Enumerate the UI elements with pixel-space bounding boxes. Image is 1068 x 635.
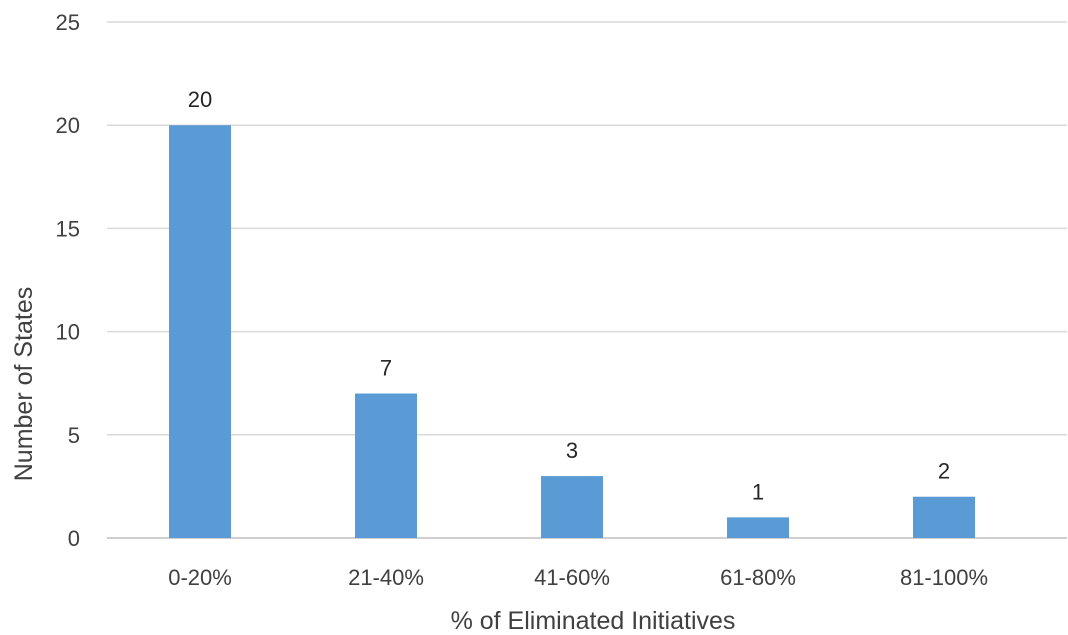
y-axis-title: Number of States: [10, 287, 38, 482]
x-tick-label: 41-60%: [534, 565, 610, 590]
x-axis-ticks: 0-20% 21-40% 41-60% 61-80% 81-100%: [168, 565, 988, 590]
y-tick-label: 10: [56, 320, 80, 345]
data-label: 7: [380, 356, 392, 381]
bar: [913, 496, 975, 538]
y-tick-label: 20: [56, 113, 80, 138]
data-label: 1: [752, 479, 764, 504]
data-labels: 20 7 3 1 2: [188, 87, 950, 504]
bar: [727, 517, 789, 538]
data-label: 2: [938, 459, 950, 484]
data-label: 20: [188, 87, 212, 112]
y-axis-ticks: 0 5 10 15 20 25: [56, 10, 80, 551]
data-label: 3: [566, 438, 578, 463]
x-tick-label: 81-100%: [900, 565, 988, 590]
bar: [355, 393, 417, 538]
x-tick-label: 0-20%: [168, 565, 232, 590]
x-axis-title: % of Eliminated Initiatives: [451, 607, 736, 635]
x-tick-label: 61-80%: [720, 565, 796, 590]
bar: [169, 125, 231, 538]
y-tick-label: 25: [56, 10, 80, 35]
gridlines: [107, 21, 1067, 539]
y-tick-label: 15: [56, 216, 80, 241]
y-tick-label: 0: [68, 526, 80, 551]
bars: [169, 125, 975, 538]
bar: [541, 476, 603, 538]
x-tick-label: 21-40%: [348, 565, 424, 590]
y-tick-label: 5: [68, 423, 80, 448]
